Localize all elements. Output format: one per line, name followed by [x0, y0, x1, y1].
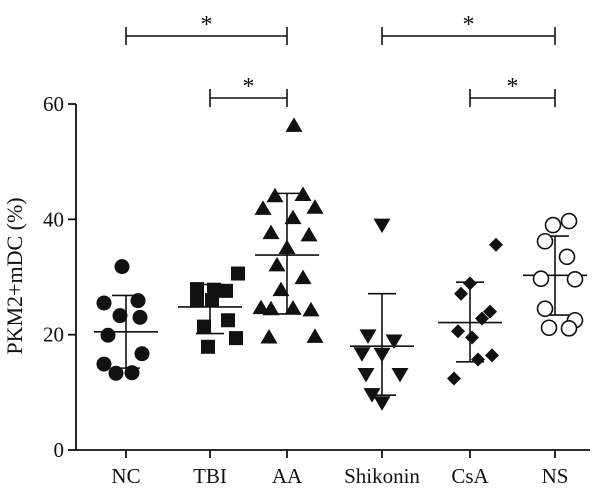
data-point-tbi — [197, 319, 211, 334]
x-category-label: TBI — [193, 464, 227, 488]
data-point-shikonin — [373, 396, 391, 411]
data-point-tbi — [190, 293, 204, 308]
data-point-ns — [536, 300, 554, 318]
data-point-aa — [285, 117, 303, 132]
data-point-csa — [447, 371, 461, 386]
data-point-shikonin — [391, 367, 409, 383]
data-point-tbi — [205, 293, 219, 308]
data-point-aa — [284, 300, 302, 315]
data-point-aa — [252, 299, 270, 315]
significance-star: * — [507, 74, 519, 100]
data-point-shikonin — [353, 347, 371, 362]
data-point-tbi — [231, 266, 245, 281]
data-point-tbi — [229, 331, 243, 346]
y-tick-label: 40 — [43, 207, 64, 231]
data-point-csa — [471, 352, 485, 367]
y-axis-title: PKM2+mDC (%) — [2, 197, 27, 354]
data-point-ns — [560, 212, 578, 230]
data-point-tbi — [190, 282, 204, 297]
data-point-csa — [463, 276, 477, 291]
data-point-ns — [544, 216, 562, 234]
significance-star: * — [201, 12, 213, 38]
data-point-nc — [108, 365, 124, 381]
y-tick-label: 20 — [43, 323, 64, 347]
data-point-aa — [300, 226, 318, 242]
data-point-ns — [566, 271, 584, 288]
data-point-aa — [272, 281, 290, 297]
data-point-csa — [465, 330, 479, 345]
data-point-aa — [284, 209, 302, 225]
significance-star: * — [463, 12, 475, 38]
x-category-label: NC — [111, 464, 140, 488]
data-point-shikonin — [357, 367, 375, 383]
significance-brackets: * * * * — [125, 12, 556, 107]
x-category-label: Shikonin — [344, 464, 420, 488]
data-point-aa — [302, 301, 320, 317]
data-point-nc — [114, 259, 130, 275]
data-point-csa — [489, 237, 503, 252]
data-point-tbi — [201, 339, 215, 354]
data-point-nc — [96, 356, 112, 372]
data-point-ns — [536, 232, 554, 250]
data-point-nc — [96, 295, 112, 311]
y-tick-label: 60 — [43, 92, 64, 116]
data-point-shikonin — [359, 329, 377, 344]
x-category-label: AA — [272, 464, 303, 488]
x-category-label: CsA — [451, 464, 489, 488]
data-point-nc — [134, 346, 150, 362]
data-point-nc — [124, 365, 140, 381]
axes: 0 20 40 60 NC TBI AA Shikonin CsA NS — [43, 92, 590, 488]
data-point-csa — [485, 348, 499, 363]
data-point-ns — [560, 320, 578, 337]
data-point-tbi — [221, 313, 235, 328]
data-point-aa — [306, 328, 324, 343]
data-point-aa — [278, 239, 296, 255]
data-point-csa — [483, 304, 497, 319]
data-point-shikonin — [373, 347, 391, 363]
data-point-nc — [112, 308, 128, 324]
data-points — [96, 117, 584, 411]
data-point-csa — [454, 286, 468, 301]
data-point-aa — [268, 256, 286, 272]
x-category-label: NS — [542, 464, 569, 488]
data-point-shikonin — [373, 218, 391, 234]
data-point-shikonin — [363, 388, 381, 403]
data-point-nc — [100, 327, 116, 343]
data-point-aa — [254, 200, 272, 215]
data-point-ns — [532, 270, 550, 288]
y-tick-label: 0 — [54, 438, 65, 462]
data-point-aa — [262, 224, 280, 240]
significance-star: * — [243, 74, 255, 100]
data-point-ns — [558, 248, 576, 266]
data-point-aa — [266, 187, 284, 203]
data-point-nc — [132, 309, 148, 325]
data-point-aa — [262, 300, 280, 316]
data-point-aa — [294, 186, 312, 202]
data-point-aa — [294, 269, 312, 285]
data-point-shikonin — [385, 334, 403, 350]
error-bars — [94, 192, 587, 397]
data-point-tbi — [219, 283, 233, 298]
data-point-csa — [475, 311, 489, 326]
data-point-aa — [260, 328, 278, 344]
data-point-csa — [451, 324, 465, 339]
data-point-nc — [130, 293, 146, 309]
data-point-ns — [540, 319, 558, 337]
data-point-aa — [306, 199, 324, 214]
